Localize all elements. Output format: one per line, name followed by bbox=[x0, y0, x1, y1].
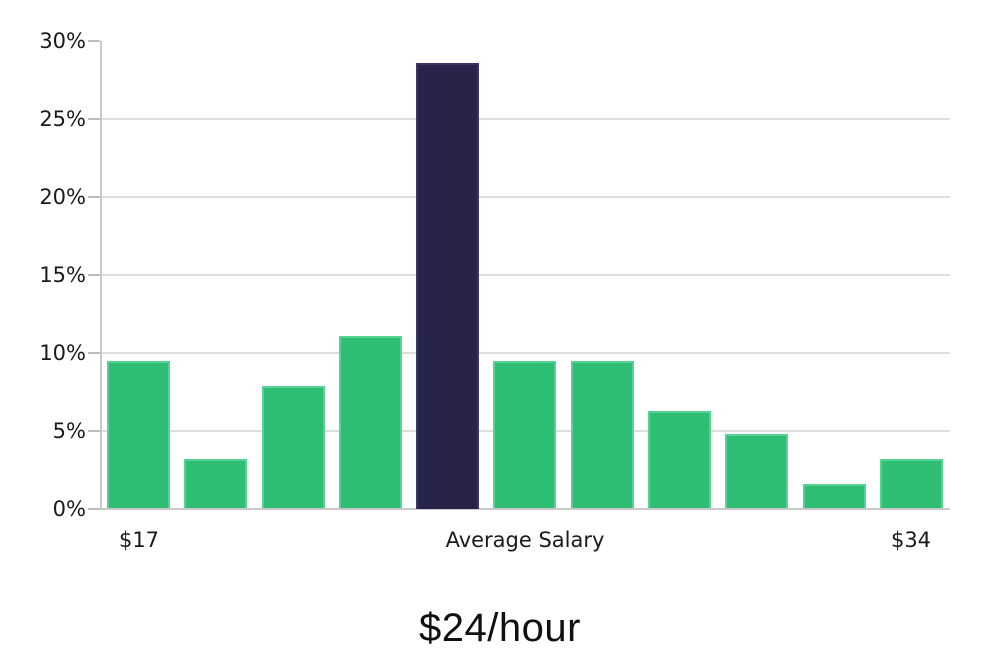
bar bbox=[803, 484, 866, 509]
bar bbox=[648, 411, 711, 509]
y-tick-label: 10% bbox=[39, 341, 86, 365]
gridline bbox=[101, 274, 950, 276]
y-tick-mark bbox=[88, 40, 100, 42]
bar bbox=[493, 361, 556, 509]
bar bbox=[184, 459, 247, 509]
bar bbox=[107, 361, 170, 509]
y-tick-label: 15% bbox=[39, 263, 86, 287]
bar bbox=[262, 386, 325, 509]
y-tick-mark bbox=[88, 352, 100, 354]
y-tick-mark bbox=[88, 430, 100, 432]
y-tick-label: 30% bbox=[39, 29, 86, 53]
plot-area bbox=[100, 41, 950, 510]
x-label-min: $17 bbox=[118, 528, 160, 552]
x-label-center: Average Salary bbox=[445, 528, 605, 552]
gridline bbox=[101, 118, 950, 120]
bar-highlight bbox=[416, 63, 479, 509]
y-tick-label: 25% bbox=[39, 107, 86, 131]
y-tick-label: 20% bbox=[39, 185, 86, 209]
y-tick-label: 5% bbox=[52, 419, 86, 443]
bar bbox=[880, 459, 943, 509]
x-axis-line bbox=[100, 508, 950, 510]
y-tick-label: 0% bbox=[52, 497, 86, 521]
bar bbox=[571, 361, 634, 509]
chart-title: $24/hour bbox=[419, 606, 581, 650]
x-label-max: $34 bbox=[890, 528, 932, 552]
y-tick-mark bbox=[88, 274, 100, 276]
y-axis-line bbox=[100, 41, 102, 509]
y-tick-mark bbox=[88, 196, 100, 198]
bar bbox=[725, 434, 788, 509]
bar bbox=[339, 336, 402, 509]
gridline bbox=[101, 352, 950, 354]
y-tick-mark bbox=[88, 508, 100, 510]
y-tick-mark bbox=[88, 118, 100, 120]
gridline bbox=[101, 196, 950, 198]
